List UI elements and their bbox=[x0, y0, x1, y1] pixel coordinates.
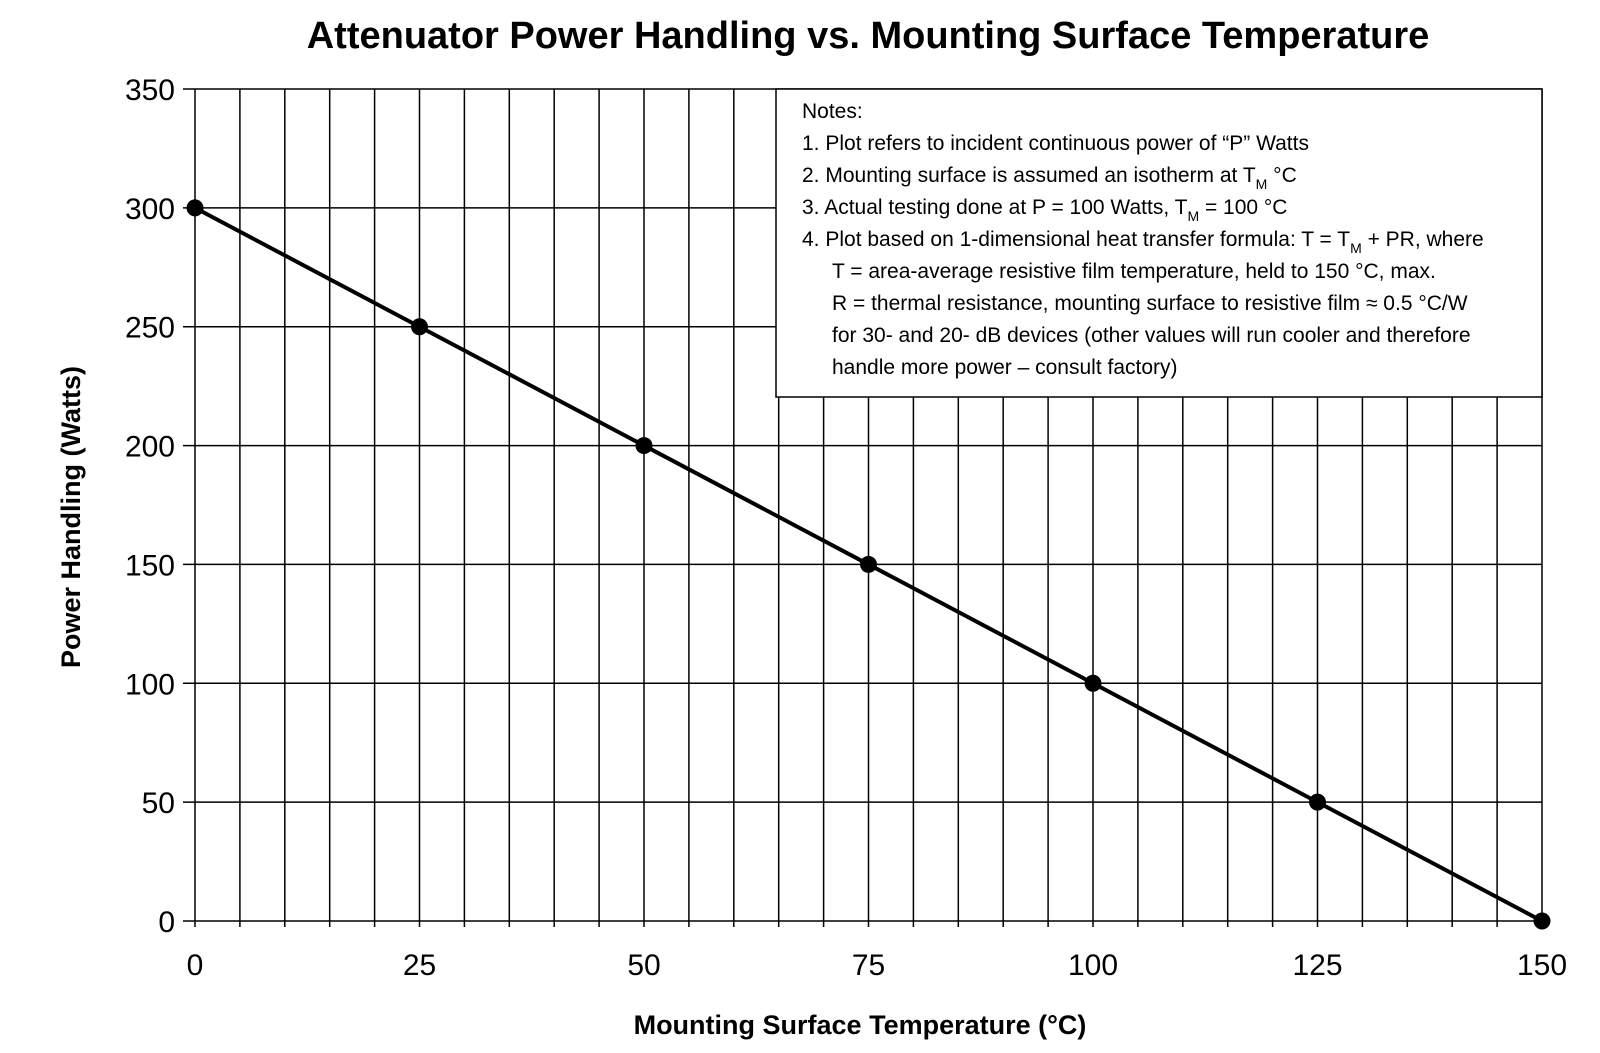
note-4-consult: handle more power – consult factory) bbox=[832, 356, 1178, 379]
y-tick-label: 150 bbox=[125, 549, 175, 582]
note-3-subscript: M bbox=[1187, 208, 1199, 224]
y-tick-label: 350 bbox=[125, 74, 175, 107]
note-2-text: 2. Mounting surface is assumed an isothe… bbox=[802, 164, 1256, 187]
note-4-devices: for 30- and 20- dB devices (other values… bbox=[832, 324, 1471, 347]
note-3-value: = 100 °C bbox=[1199, 196, 1287, 219]
x-tick-label: 25 bbox=[403, 949, 436, 982]
y-tick-label: 0 bbox=[158, 906, 175, 939]
x-tick-label: 150 bbox=[1517, 949, 1567, 982]
note-4-t-definition: T = area-average resistive film temperat… bbox=[832, 260, 1436, 283]
y-axis-title: Power Handling (Watts) bbox=[56, 366, 86, 668]
note-2: 2. Mounting surface is assumed an isothe… bbox=[802, 164, 1297, 192]
note-2-subscript: M bbox=[1256, 176, 1268, 192]
notes-heading: Notes: bbox=[802, 100, 863, 123]
note-3: 3. Actual testing done at P = 100 Watts,… bbox=[802, 196, 1287, 224]
y-tick-label: 50 bbox=[142, 787, 175, 820]
y-tick-labels: 0 50 100 150 200 250 300 350 bbox=[125, 74, 175, 939]
x-tick-label: 75 bbox=[852, 949, 885, 982]
x-tick-label: 125 bbox=[1292, 949, 1342, 982]
y-tick-label: 100 bbox=[125, 668, 175, 701]
data-point bbox=[1533, 912, 1551, 930]
note-4-text: 4. Plot based on 1-dimensional heat tran… bbox=[802, 228, 1350, 251]
x-tick-label: 0 bbox=[187, 949, 204, 982]
note-2-unit: °C bbox=[1267, 164, 1296, 187]
x-tick-labels: 0 25 50 75 100 125 150 bbox=[187, 949, 1567, 982]
data-point bbox=[635, 437, 653, 455]
x-tick-label: 100 bbox=[1068, 949, 1118, 982]
y-tick-label: 300 bbox=[125, 193, 175, 226]
x-tick-label: 50 bbox=[627, 949, 660, 982]
data-point bbox=[1309, 793, 1326, 811]
chart-title: Attenuator Power Handling vs. Mounting S… bbox=[307, 15, 1430, 57]
notes-box: Notes: 1. Plot refers to incident contin… bbox=[775, 88, 1543, 398]
note-4-r-definition: R = thermal resistance, mounting surface… bbox=[832, 292, 1468, 315]
y-tick-label: 250 bbox=[125, 312, 175, 345]
data-point bbox=[186, 199, 204, 217]
note-4: 4. Plot based on 1-dimensional heat tran… bbox=[802, 228, 1484, 256]
data-point bbox=[1084, 674, 1102, 692]
data-point bbox=[860, 555, 877, 573]
data-point bbox=[411, 318, 428, 336]
note-4-formula-end: + PR, where bbox=[1362, 228, 1484, 251]
note-3-text: 3. Actual testing done at P = 100 Watts,… bbox=[802, 196, 1188, 219]
note-4-subscript: M bbox=[1350, 240, 1362, 256]
note-1: 1. Plot refers to incident continuous po… bbox=[802, 132, 1309, 155]
notes-background bbox=[775, 88, 1543, 398]
x-axis-title: Mounting Surface Temperature (°C) bbox=[634, 1010, 1087, 1040]
y-tick-label: 200 bbox=[125, 431, 175, 464]
data-series bbox=[186, 199, 1551, 930]
